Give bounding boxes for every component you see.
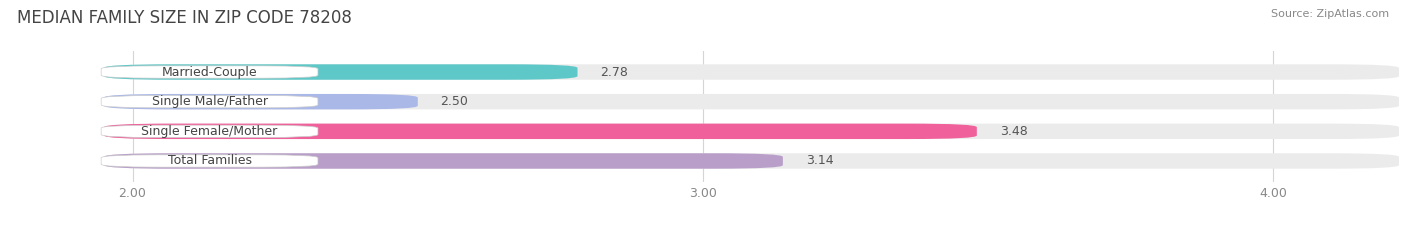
- Text: 2.78: 2.78: [600, 65, 628, 79]
- Text: Source: ZipAtlas.com: Source: ZipAtlas.com: [1271, 9, 1389, 19]
- FancyBboxPatch shape: [104, 153, 1399, 169]
- Text: Total Families: Total Families: [167, 154, 252, 168]
- FancyBboxPatch shape: [101, 155, 318, 167]
- Text: Single Female/Mother: Single Female/Mother: [142, 125, 277, 138]
- FancyBboxPatch shape: [104, 153, 783, 169]
- Text: 3.48: 3.48: [1000, 125, 1028, 138]
- FancyBboxPatch shape: [104, 64, 1399, 80]
- FancyBboxPatch shape: [104, 124, 1399, 139]
- FancyBboxPatch shape: [104, 64, 578, 80]
- FancyBboxPatch shape: [104, 94, 418, 109]
- FancyBboxPatch shape: [101, 66, 318, 78]
- FancyBboxPatch shape: [104, 94, 1399, 109]
- Text: Single Male/Father: Single Male/Father: [152, 95, 267, 108]
- Text: 3.14: 3.14: [806, 154, 834, 168]
- FancyBboxPatch shape: [101, 96, 318, 108]
- Text: 2.50: 2.50: [440, 95, 468, 108]
- FancyBboxPatch shape: [101, 125, 318, 137]
- FancyBboxPatch shape: [104, 124, 977, 139]
- Text: MEDIAN FAMILY SIZE IN ZIP CODE 78208: MEDIAN FAMILY SIZE IN ZIP CODE 78208: [17, 9, 352, 27]
- Text: Married-Couple: Married-Couple: [162, 65, 257, 79]
